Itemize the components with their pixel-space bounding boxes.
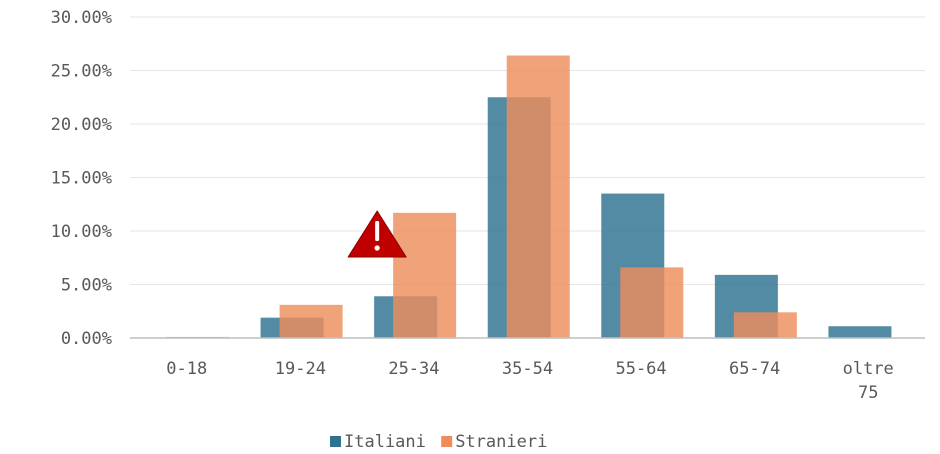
- legend-item-italiani: Italiani: [330, 432, 426, 452]
- y-tick-label: 25.00%: [51, 62, 112, 82]
- x-tick-label: 65-74: [729, 359, 780, 379]
- legend-item-stranieri: Stranieri: [441, 432, 547, 452]
- legend-label: Stranieri: [455, 432, 547, 452]
- bar-stranieri-3: [506, 55, 570, 339]
- x-tick-label: 19-24: [275, 359, 326, 379]
- bars: [166, 55, 892, 339]
- x-tick-label: 25-34: [388, 359, 439, 379]
- legend-label: Italiani: [344, 432, 426, 452]
- y-tick-label: 5.00%: [61, 276, 112, 296]
- warning-icon: [347, 210, 407, 258]
- y-tick-label: 10.00%: [51, 222, 112, 242]
- y-tick-label: 0.00%: [61, 329, 112, 349]
- x-tick-label: 0-18: [166, 359, 207, 379]
- x-axis: 0-18 19-24 25-34 35-54 55-64 65-74 oltre 75: [166, 359, 893, 403]
- legend-swatch: [330, 436, 341, 447]
- bar-stranieri-5: [733, 312, 797, 338]
- y-axis: 0.00% 5.00% 10.00% 15.00% 20.00% 25.00% 30.00%: [51, 8, 112, 349]
- bar-stranieri-4: [620, 267, 684, 338]
- x-tick-label: 35-54: [502, 359, 553, 379]
- bar-stranieri-1: [279, 304, 343, 338]
- legend: Italiani Stranieri: [330, 432, 547, 452]
- y-tick-label: 20.00%: [51, 115, 112, 135]
- annotation: [347, 210, 407, 258]
- x-tick-label: 55-64: [615, 359, 666, 379]
- legend-swatch: [441, 436, 453, 447]
- bar-stranieri-2: [393, 212, 457, 338]
- bar-italiani-6: [828, 326, 892, 338]
- y-tick-label: 15.00%: [51, 169, 112, 189]
- x-tick-label: oltre 75: [843, 359, 894, 403]
- y-tick-label: 30.00%: [51, 8, 112, 28]
